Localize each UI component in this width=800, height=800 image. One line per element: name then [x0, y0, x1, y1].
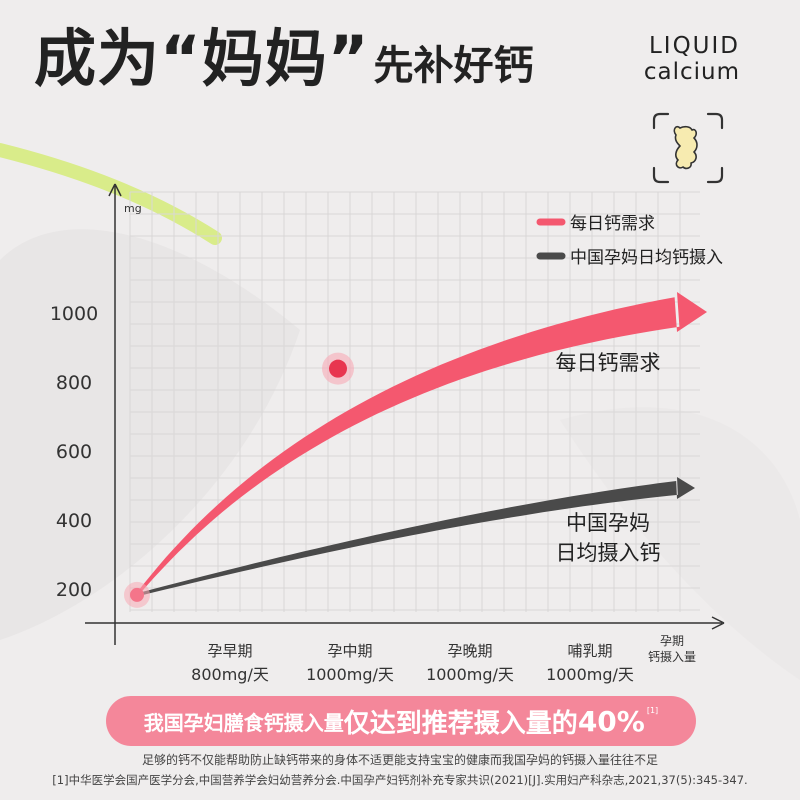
reference: [1]中华医学会国产医学分会,中国营养学会妇幼营养分会.中国孕产妇钙剂补充专家共…	[52, 773, 748, 787]
x-category-label: 哺乳期	[567, 642, 612, 660]
start-point	[130, 587, 144, 602]
y-tick-label: 400	[56, 510, 92, 532]
legend-label: 每日钙需求	[570, 214, 655, 234]
x-category-value: 800mg/天	[191, 665, 269, 684]
footnote: 足够的钙不仅能帮助防止缺钙带来的身体不适更能支持宝宝的健康而我国孕妈的钙摄入量往…	[141, 753, 658, 767]
title-sub: 先补好钙	[373, 43, 534, 89]
series-label-requirement: 每日钙需求	[556, 351, 661, 375]
x-axis-label-line2: 钙摄入量	[648, 649, 696, 664]
x-category-value: 1000mg/天	[546, 665, 634, 684]
series-label-intake: 日均摄入钙	[556, 541, 661, 565]
x-category-label: 孕晚期	[447, 642, 492, 660]
brand-logo: LIQUID calcium	[643, 33, 740, 87]
bone-joint-icon	[652, 112, 724, 184]
series-average-intake	[136, 476, 696, 597]
title-main: 成为“妈妈”	[34, 22, 370, 95]
banner-text-1: 我国孕妇膳食钙摄入量	[143, 710, 344, 735]
banner-text-2: 仅达到推荐摄入量的	[343, 708, 578, 739]
y-tick-label: 200	[56, 579, 92, 601]
legend-label: 中国孕妈日均钙摄入	[570, 248, 723, 268]
y-axis-arrow	[108, 183, 122, 197]
y-tick-label: 800	[56, 372, 92, 394]
x-axis-label: 孕期	[660, 634, 684, 648]
x-category-value: 1000mg/天	[306, 665, 394, 684]
y-axis-label: mg	[124, 202, 142, 215]
chart-axes	[85, 183, 725, 645]
banner-percent: 40%	[577, 704, 645, 738]
brand-line2: calcium	[643, 59, 740, 86]
mid-point	[329, 359, 347, 378]
brand-line1: LIQUID	[648, 33, 740, 59]
x-category-label: 孕中期	[327, 642, 372, 660]
banner-ref: [1]	[646, 706, 659, 715]
x-category-labels: 孕早期800mg/天孕中期1000mg/天孕晚期1000mg/天哺乳期1000m…	[191, 642, 634, 684]
x-category-label: 孕早期	[207, 642, 252, 660]
x-category-value: 1000mg/天	[426, 665, 514, 684]
x-axis-arrow	[711, 616, 725, 630]
summary-banner: 我国孕妇膳食钙摄入量 仅达到推荐摄入量的 40% [1]	[106, 696, 696, 746]
y-tick-label: 1000	[50, 303, 98, 325]
y-tick-labels: 200 400 600 800 1000	[50, 303, 98, 601]
series-label-intake: 中国孕妈	[566, 511, 650, 535]
chart-grid	[129, 191, 700, 612]
page-title: 成为“妈妈” 先补好钙	[34, 28, 534, 90]
y-tick-label: 600	[56, 441, 92, 463]
series-daily-requirement	[135, 292, 708, 596]
